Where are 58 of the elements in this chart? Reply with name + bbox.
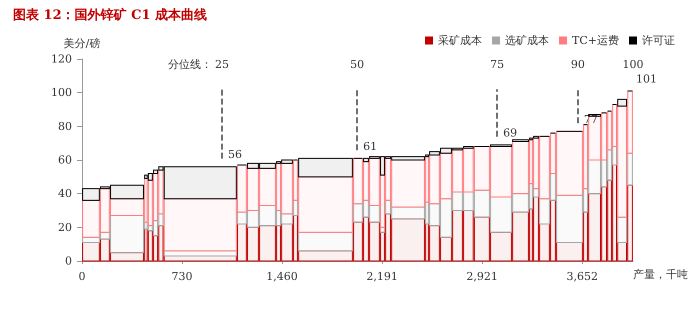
bar — [617, 106, 628, 218]
bar — [452, 210, 463, 262]
bar — [100, 188, 110, 233]
legend-label: TC+运费 — [572, 34, 620, 47]
y-axis-title: 美分/磅 — [64, 37, 100, 50]
annotation: 50 — [350, 58, 364, 72]
chart-title: 图表 12：国外锌矿 C1 成本曲线 — [13, 7, 208, 23]
y-tick-label: 80 — [58, 120, 72, 133]
y-tick-label: 120 — [51, 52, 72, 66]
bar — [617, 98, 628, 107]
x-tick-label: 1,460 — [266, 270, 298, 283]
annotation: 69 — [503, 126, 518, 140]
annotation: 56 — [228, 148, 242, 162]
annotation: 分位线： — [168, 58, 212, 72]
bar — [353, 158, 363, 204]
bar — [463, 191, 474, 211]
bar — [463, 210, 474, 262]
bar — [429, 225, 440, 262]
bar — [452, 149, 463, 192]
bar — [429, 151, 440, 156]
bar — [429, 203, 440, 226]
y-tick-label: 40 — [58, 187, 72, 200]
bar — [617, 216, 628, 243]
bar — [237, 223, 247, 262]
bar — [539, 136, 550, 200]
bar — [463, 148, 474, 192]
y-tick-label: 100 — [51, 86, 72, 100]
x-axis-title: 产量，千吨 — [633, 268, 688, 281]
bar — [539, 198, 550, 224]
bar — [369, 204, 380, 223]
legend-label: 许可证 — [642, 34, 675, 47]
x-tick-label: 730 — [172, 270, 193, 283]
bar — [237, 212, 247, 224]
bar — [429, 154, 440, 204]
y-tick-label: 0 — [65, 254, 72, 268]
x-tick-label: 2,191 — [366, 270, 398, 283]
bar — [353, 222, 363, 262]
bar — [369, 158, 380, 206]
bar — [100, 238, 110, 262]
x-tick-label: 0 — [78, 270, 86, 283]
bar — [353, 203, 363, 223]
legend-label: 选矿成本 — [505, 34, 550, 47]
y-tick-label: 60 — [58, 154, 72, 166]
x-tick-label: 3,652 — [566, 270, 598, 283]
annotation: 90 — [570, 58, 585, 72]
annotation: 75 — [490, 58, 504, 72]
annotation: 25 — [215, 58, 230, 72]
bar — [539, 223, 550, 262]
annotation: 100 — [622, 58, 644, 72]
x-tick-label: 2,921 — [466, 270, 498, 283]
bar — [237, 164, 247, 213]
bar — [617, 242, 628, 262]
legend-label: 采矿成本 — [438, 34, 482, 47]
bar — [369, 222, 380, 262]
y-tick-label: 20 — [58, 220, 72, 234]
bar — [452, 191, 463, 211]
annotation: 61 — [363, 140, 378, 153]
annotation: 101 — [636, 72, 658, 86]
